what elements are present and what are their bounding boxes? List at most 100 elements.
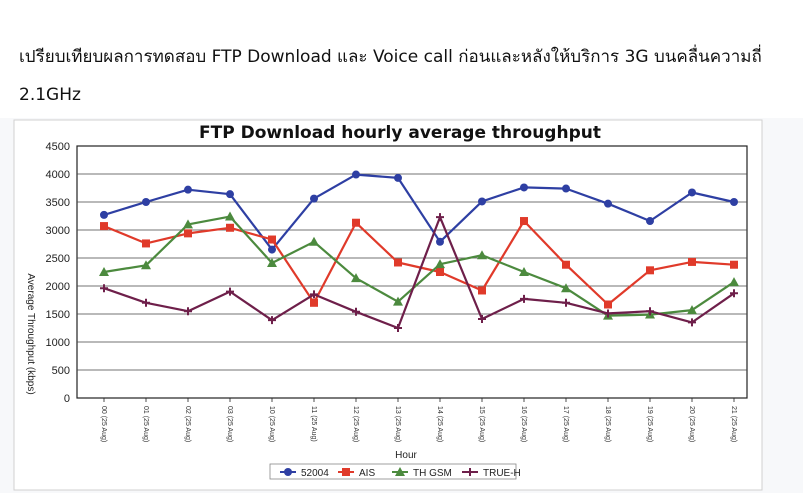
data-point <box>562 184 570 193</box>
data-point <box>352 307 360 316</box>
data-point <box>561 283 571 293</box>
series-ais <box>100 217 738 309</box>
y-tick-label: 1000 <box>46 337 70 349</box>
data-point <box>225 211 235 221</box>
data-point <box>142 239 150 248</box>
data-point <box>99 267 109 276</box>
data-point <box>646 217 654 226</box>
chart-title: FTP Download hourly average throughput <box>199 123 601 143</box>
x-tick-label: 19 (25 Aug) <box>646 406 653 442</box>
data-point <box>310 298 318 307</box>
data-point <box>520 294 528 303</box>
data-point <box>268 245 276 254</box>
series-line <box>103 215 735 317</box>
page-heading: เปรียบเทียบผลการทดสอบ FTP Download และ V… <box>19 47 762 105</box>
series-true-h <box>100 213 738 332</box>
data-point <box>394 324 402 332</box>
series-line <box>103 215 735 330</box>
throughput-chart: FTP Download hourly average throughput A… <box>13 119 763 491</box>
data-point <box>100 210 108 219</box>
data-point <box>352 218 360 227</box>
x-tick-label: 20 (25 Aug) <box>688 406 695 442</box>
data-point <box>100 222 108 231</box>
data-point <box>604 199 612 208</box>
data-point <box>478 197 486 206</box>
data-point <box>562 298 570 307</box>
x-tick-label: 15 (25 Aug) <box>478 406 485 442</box>
data-point <box>226 223 234 232</box>
y-tick-label: 4000 <box>46 169 70 181</box>
y-tick-label: 2000 <box>46 281 70 293</box>
data-point <box>394 258 402 267</box>
data-point <box>729 277 739 287</box>
data-point <box>226 287 234 296</box>
series-52004 <box>100 170 738 254</box>
legend-label: AIS <box>359 468 375 479</box>
x-tick-label: 11 (25 Aug) <box>310 406 317 442</box>
data-point <box>184 229 192 238</box>
x-tick-label: 00 (25 Aug) <box>100 406 107 442</box>
data-point <box>646 307 654 316</box>
x-tick-label: 16 (25 Aug) <box>520 406 527 442</box>
data-point <box>100 284 108 293</box>
data-point <box>730 260 738 269</box>
data-point <box>687 305 697 315</box>
data-point <box>520 217 528 226</box>
data-point <box>268 316 276 325</box>
data-point <box>394 173 402 182</box>
data-point <box>688 318 696 327</box>
x-tick-label: 18 (25 Aug) <box>604 406 611 442</box>
data-point <box>226 190 234 199</box>
series-line <box>103 173 735 251</box>
data-point <box>184 307 192 316</box>
data-point <box>141 260 151 270</box>
data-point <box>688 188 696 197</box>
legend-label: TRUE-H <box>483 468 521 479</box>
data-point <box>184 185 192 194</box>
y-tick-label: 3500 <box>46 197 70 209</box>
data-point <box>519 267 529 276</box>
x-tick-label: 13 (25 Aug) <box>394 406 401 442</box>
data-point <box>436 213 444 222</box>
data-point <box>646 266 654 275</box>
x-tick-label: 02 (25 Aug) <box>184 406 191 442</box>
data-point <box>395 467 405 476</box>
data-point <box>478 315 486 324</box>
data-point <box>351 273 361 283</box>
x-tick-label: 01 (25 Aug) <box>142 406 149 442</box>
chart-frame: FTP Download hourly average throughput A… <box>0 118 803 493</box>
data-point <box>352 170 360 179</box>
series-th-gsm <box>99 211 739 320</box>
data-point <box>604 309 612 318</box>
data-point <box>310 290 318 299</box>
x-tick-label: 10 (25 Aug) <box>268 406 275 442</box>
data-point <box>342 468 350 476</box>
data-point <box>604 300 612 309</box>
legend-label: TH GSM <box>413 468 452 479</box>
legend-label: 52004 <box>301 468 329 479</box>
y-tick-label: 500 <box>52 365 70 377</box>
data-point <box>688 257 696 266</box>
y-tick-label: 3000 <box>46 225 70 237</box>
x-tick-label: 12 (25 Aug) <box>352 406 359 442</box>
data-point <box>435 259 445 269</box>
data-point <box>730 289 738 298</box>
data-point <box>267 258 277 268</box>
x-tick-label: 03 (25 Aug) <box>226 406 233 442</box>
x-axis-label: Hour <box>395 450 417 461</box>
y-tick-label: 0 <box>64 393 70 405</box>
data-point <box>466 468 474 476</box>
x-tick-label: 17 (25 Aug) <box>562 406 569 442</box>
y-tick-label: 1500 <box>46 309 70 321</box>
y-tick-label: 4500 <box>46 141 70 153</box>
series-line <box>103 219 735 306</box>
data-point <box>730 198 738 206</box>
x-tick-label: 21 (25 Aug) <box>730 406 737 442</box>
y-axis-label: Average Throughput (kbps) <box>25 273 36 394</box>
data-point <box>436 237 444 246</box>
data-point <box>268 235 276 244</box>
y-tick-label: 2500 <box>46 253 70 265</box>
data-point <box>310 194 318 203</box>
data-point <box>284 468 292 476</box>
data-point <box>183 219 193 229</box>
